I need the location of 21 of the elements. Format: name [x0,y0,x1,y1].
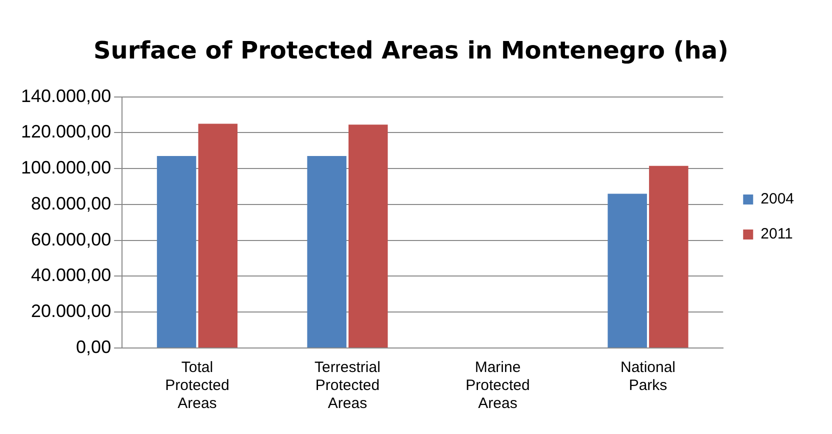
y-tick-label: 100.000,00 [20,158,112,178]
bar [348,124,388,348]
chart-title: Surface of Protected Areas in Montenegro (ha) [93,36,729,65]
y-tick-label: 60.000,00 [31,229,112,250]
y-tick-label: 80.000,00 [31,193,112,214]
bar [307,156,346,348]
x-tick-label: Marine Protected Areas [466,359,530,412]
legend-label: 2011 [760,226,793,243]
y-tick-label: 120.000,00 [20,122,112,142]
bar [198,124,238,348]
y-tick-label: 20.000,00 [31,301,112,322]
x-tick-label: Total Protected Areas [165,359,230,412]
legend-label: 2004 [760,190,794,208]
x-tick-label: Terrestrial Protected Areas [314,359,380,412]
bar [608,194,647,348]
bar [156,156,196,348]
x-tick-label: National Parks [620,359,676,394]
bar [649,166,688,348]
y-tick-label: 40.000,00 [31,265,112,286]
y-tick-label: 0,00 [76,336,112,357]
y-tick-label: 140.000,00 [20,86,112,106]
